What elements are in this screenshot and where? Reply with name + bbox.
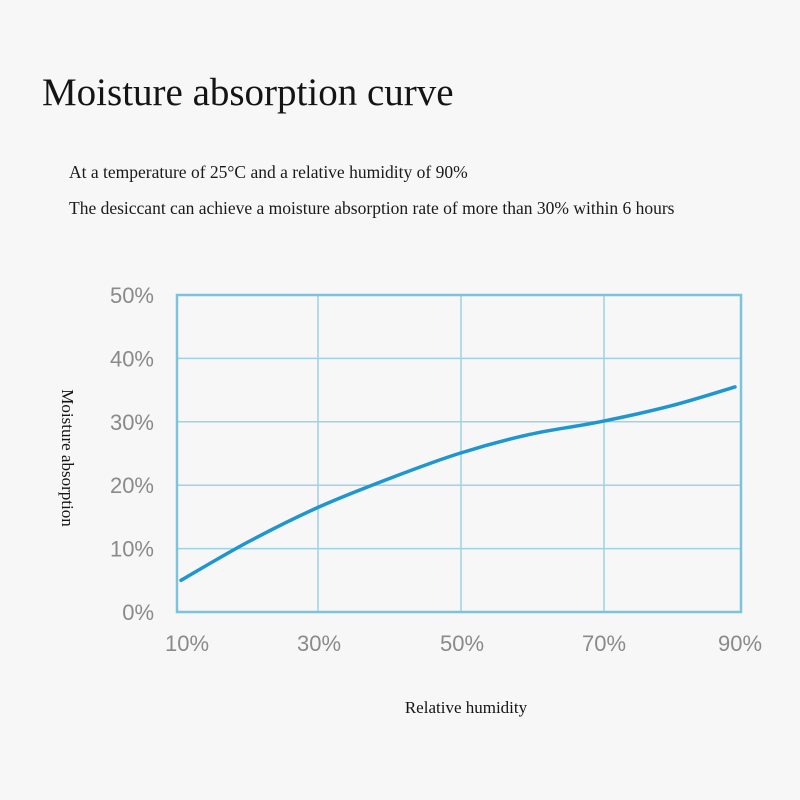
y-axis-title: Moisture absorption [58, 389, 77, 527]
y-tick-label: 20% [110, 473, 154, 498]
subtitle-line-1: At a temperature of 25°C and a relative … [69, 162, 468, 182]
moisture-absorption-line [179, 385, 737, 583]
y-tick-label: 0% [122, 600, 154, 625]
y-tick-label: 50% [110, 283, 154, 308]
y-tick-label: 30% [110, 410, 154, 435]
x-tick-label: 70% [582, 631, 626, 656]
x-tick-label: 30% [297, 631, 341, 656]
y-tick-label: 40% [110, 346, 154, 371]
subtitle-line-2: The desiccant can achieve a moisture abs… [69, 198, 675, 218]
y-tick-label: 10% [110, 537, 154, 562]
plot-frame [175, 293, 743, 614]
x-axis-title: Relative humidity [405, 698, 528, 717]
x-tick-label: 50% [440, 631, 484, 656]
page-title: Moisture absorption curve [42, 71, 454, 114]
x-tick-label: 90% [718, 631, 762, 656]
x-tick-label: 10% [165, 631, 209, 656]
